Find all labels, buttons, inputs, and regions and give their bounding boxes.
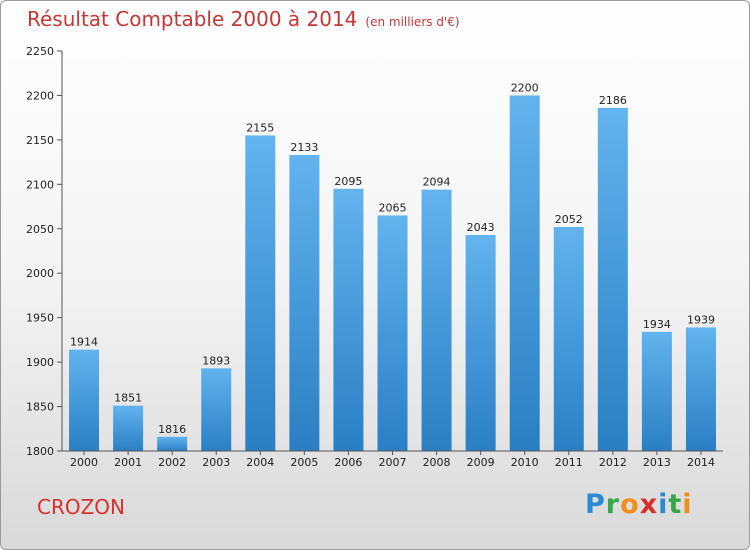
data-label-2013: 1934 [643,318,671,331]
chart-subtitle: (en milliers d'€) [365,15,460,29]
data-label-2005: 2133 [290,141,318,154]
x-tick-label-2011: 2011 [555,456,583,469]
y-tick-label-2150: 2150 [26,134,54,147]
title-row: Résultat Comptable 2000 à 2014 (en millie… [27,7,460,31]
data-label-2009: 2043 [467,221,495,234]
data-label-2006: 2095 [334,175,362,188]
proxiti-logo: Proxiti [585,489,693,520]
x-tick-label-2013: 2013 [643,456,671,469]
data-label-2003: 1893 [202,354,230,367]
bar-2008 [421,189,452,451]
y-tick-label-1900: 1900 [26,356,54,369]
bar-2009 [465,235,496,451]
x-tick-label-2006: 2006 [334,456,362,469]
y-tick-label-1850: 1850 [26,401,54,414]
x-tick-label-2014: 2014 [687,456,715,469]
chart-title: Résultat Comptable 2000 à 2014 [27,7,358,31]
y-tick-label-2100: 2100 [26,178,54,191]
bar-2014 [685,327,716,451]
x-tick-label-2001: 2001 [114,456,142,469]
bar-2010 [509,95,540,451]
logo-letter: r [605,489,621,520]
bar-2011 [553,227,584,451]
bar-2003 [201,368,232,451]
data-label-2004: 2155 [246,121,274,134]
bar-2000 [69,349,100,451]
data-label-2011: 2052 [555,213,583,226]
bar-2013 [641,331,672,451]
data-label-2000: 1914 [70,336,98,349]
y-tick-label-2000: 2000 [26,267,54,280]
bar-2012 [597,107,628,451]
data-label-2014: 1939 [687,313,715,326]
logo-letter: x [639,489,659,520]
bar-2002 [157,436,188,451]
bar-2005 [289,155,320,451]
data-label-2010: 2200 [511,81,539,94]
logo-letter: P [585,489,606,520]
x-tick-label-2008: 2008 [423,456,451,469]
data-label-2012: 2186 [599,94,627,107]
logo-letter: i [682,489,693,520]
y-tick-label-2050: 2050 [26,223,54,236]
y-tick-label-1800: 1800 [26,445,54,458]
data-label-2008: 2094 [423,176,451,189]
logo-letter: i [658,489,669,520]
x-tick-label-2003: 2003 [202,456,230,469]
x-tick-label-2009: 2009 [467,456,495,469]
logo-letter: t [668,489,683,520]
data-label-2007: 2065 [379,201,407,214]
x-tick-label-2002: 2002 [158,456,186,469]
bar-2007 [377,215,408,451]
x-tick-label-2012: 2012 [599,456,627,469]
data-label-2001: 1851 [114,392,142,405]
logo-letter: o [620,489,640,520]
place-name: CROZON [37,495,126,519]
y-tick-label-2250: 2250 [26,45,54,58]
y-tick-label-1950: 1950 [26,312,54,325]
x-tick-label-2005: 2005 [290,456,318,469]
x-tick-label-2004: 2004 [246,456,274,469]
x-tick-label-2010: 2010 [511,456,539,469]
y-tick-label-2200: 2200 [26,89,54,102]
data-label-2002: 1816 [158,423,186,436]
bar-2004 [245,135,276,451]
bar-2006 [333,188,364,451]
bar-2001 [113,405,144,451]
x-tick-label-2000: 2000 [70,456,98,469]
x-tick-label-2007: 2007 [379,456,407,469]
